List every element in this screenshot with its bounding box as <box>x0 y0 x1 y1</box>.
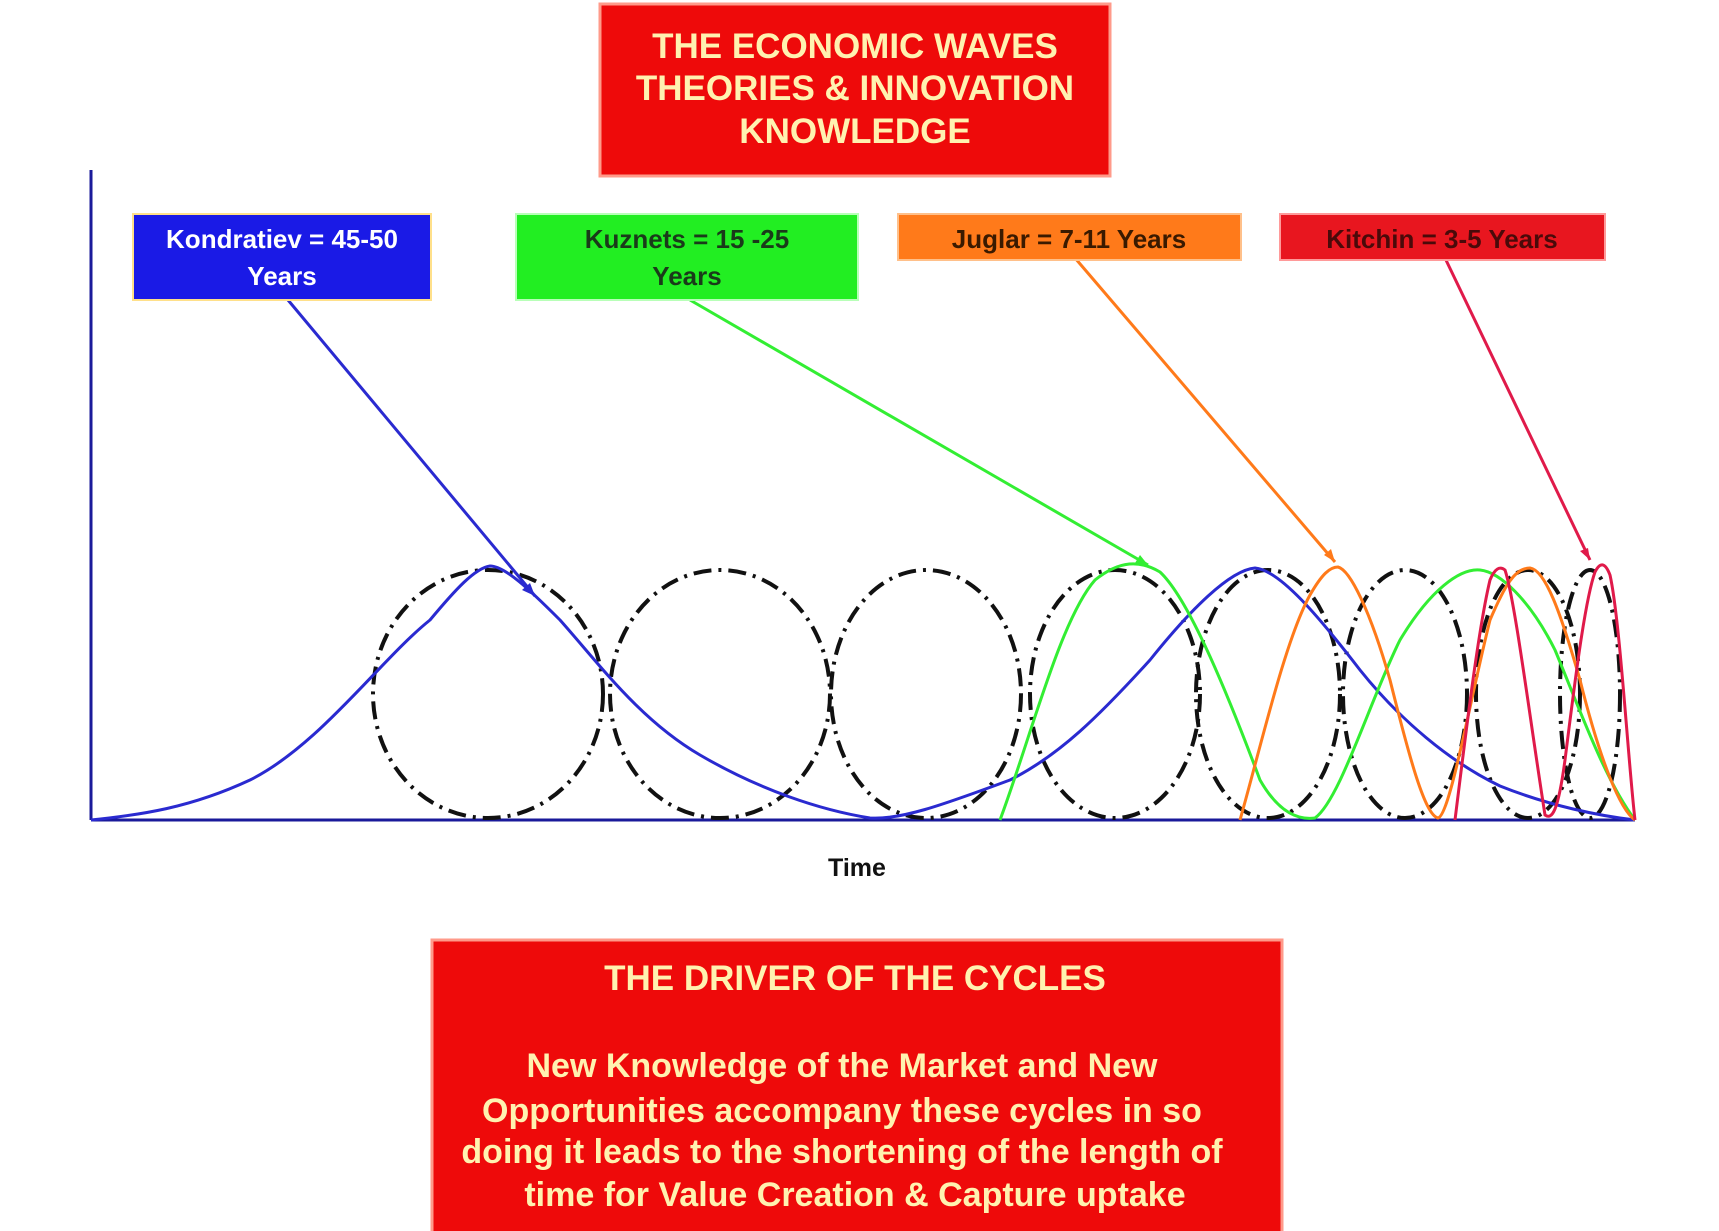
driver-line-3: doing it leads to the shortening of the … <box>461 1133 1223 1171</box>
kuznets-label: Kuznets = 15 -25 Years <box>515 213 859 301</box>
x-axis-label: Time <box>828 854 886 882</box>
cycle-circle-3 <box>829 568 1023 820</box>
driver-panel-bg <box>430 938 1284 1231</box>
kondratiev-pointer <box>286 299 537 597</box>
juglar-pointer-arrow <box>1324 549 1335 562</box>
juglar-label-line-1: Juglar = 7-11 Years <box>952 224 1186 254</box>
wave-curves <box>90 562 1637 822</box>
cycle-circle-6 <box>1341 568 1469 820</box>
driver-panel: THE DRIVER OF THE CYCLES New Knowledge o… <box>430 938 1284 1231</box>
title-panel: THE ECONOMIC WAVES THEORIES & INNOVATION… <box>598 2 1112 178</box>
cycle-circles <box>371 568 1622 820</box>
cycle-circle-4 <box>1028 568 1202 820</box>
juglar-curve <box>1238 565 1636 822</box>
driver-line-2: Opportunities accompany these cycles in … <box>482 1092 1202 1130</box>
kondratiev-label: Kondratiev = 45-50 Years <box>132 213 432 301</box>
axes: Time <box>89 170 1635 882</box>
title-panel-bg <box>598 2 1112 178</box>
kondratiev-label-line-1: Kondratiev = 45-50 <box>166 224 398 254</box>
kuznets-label-line-2: Years <box>652 261 721 291</box>
kitchin-label-line-1: Kitchin = 3-5 Years <box>1326 224 1557 254</box>
driver-heading: THE DRIVER OF THE CYCLES <box>604 959 1106 998</box>
cycle-circle-7 <box>1474 568 1582 820</box>
juglar-label: Juglar = 7-11 Years <box>897 213 1242 261</box>
kitchin-pointer-arrow <box>1580 548 1590 560</box>
title-line-3: KNOWLEDGE <box>739 112 970 151</box>
cycle-circle-8 <box>1558 568 1622 820</box>
driver-line-1: New Knowledge of the Market and New <box>527 1047 1159 1085</box>
pointer-lines <box>286 257 1592 597</box>
kuznets-label-line-1: Kuznets = 15 -25 <box>585 224 789 254</box>
juglar-label-box <box>897 213 1242 261</box>
juglar-pointer <box>1073 257 1337 563</box>
kondratiev-label-line-2: Years <box>247 261 316 291</box>
kondratiev-curve <box>90 564 1636 822</box>
kitchin-label-box <box>1279 213 1606 261</box>
cycle-circle-2 <box>608 568 832 820</box>
kondratiev-pointer-arrow <box>522 583 535 596</box>
title-line-2: THEORIES & INNOVATION <box>636 69 1074 108</box>
kitchin-curve <box>1453 563 1637 821</box>
kitchin-pointer <box>1443 257 1592 561</box>
title-line-1: THE ECONOMIC WAVES <box>652 27 1058 66</box>
kuznets-pointer <box>689 298 1149 567</box>
kuznets-label-box <box>515 213 859 301</box>
cycle-circle-1 <box>371 568 605 820</box>
cycle-circle-5 <box>1194 568 1342 820</box>
kuznets-pointer-arrow <box>1135 555 1148 565</box>
driver-line-4: time for Value Creation & Capture uptake <box>524 1176 1185 1214</box>
kondratiev-label-box <box>132 213 432 301</box>
kitchin-label: Kitchin = 3-5 Years <box>1279 213 1606 261</box>
kuznets-curve <box>998 562 1637 821</box>
